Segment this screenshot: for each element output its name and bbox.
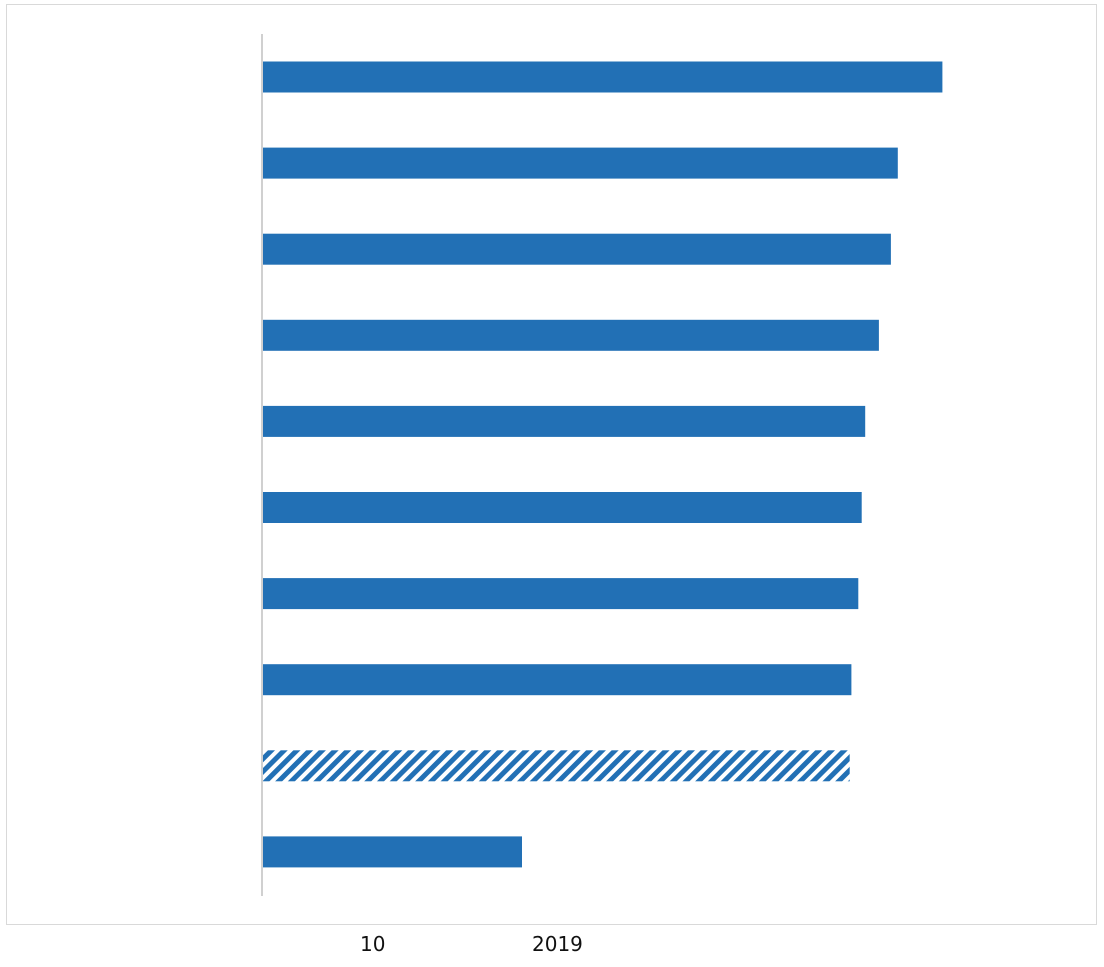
- bar: [263, 836, 522, 868]
- x-tick-label: 2019: [532, 932, 583, 956]
- bar: [263, 405, 866, 437]
- bar: [263, 319, 879, 351]
- bar: [263, 492, 862, 523]
- bars-group: [263, 61, 943, 868]
- bar: [263, 147, 898, 179]
- bar: [263, 233, 891, 265]
- bar: [263, 578, 859, 610]
- bar: [263, 664, 852, 696]
- bar-highlighted: [263, 750, 850, 782]
- bar: [263, 61, 943, 93]
- x-tick-label: 10: [360, 932, 386, 956]
